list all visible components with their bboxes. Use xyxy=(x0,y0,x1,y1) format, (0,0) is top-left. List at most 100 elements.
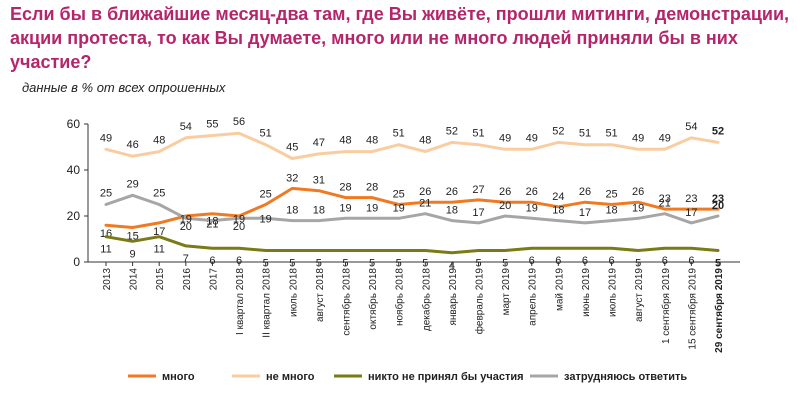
data-label: 25 xyxy=(153,188,165,200)
data-label: 25 xyxy=(260,189,272,201)
data-label: 25 xyxy=(100,188,112,200)
y-tick-label: 60 xyxy=(67,117,81,131)
legend-label: затрудняюсь ответить xyxy=(564,371,687,383)
data-label: 26 xyxy=(446,186,458,198)
data-label: 20 xyxy=(712,200,724,212)
data-label: 5 xyxy=(715,258,721,270)
x-tick-label: август 2018 xyxy=(315,268,326,322)
x-tick-label: 1 сентября 2019 xyxy=(660,268,672,344)
data-label: 56 xyxy=(233,116,245,128)
data-label: 51 xyxy=(579,128,591,140)
data-label: 23 xyxy=(712,193,724,205)
data-label: 21 xyxy=(659,198,671,210)
data-label: 26 xyxy=(579,186,591,198)
x-tick-label: 29 сентября 2019 xyxy=(713,268,725,353)
data-label: 20 xyxy=(233,221,245,233)
x-tick-label: II квартал 2018 xyxy=(262,268,273,338)
y-tick-label: 20 xyxy=(67,209,81,223)
x-tick-label: 2013 xyxy=(102,268,113,291)
series-line xyxy=(104,131,720,160)
series-line xyxy=(104,193,720,225)
data-label: 5 xyxy=(369,258,375,270)
legend-label: не много xyxy=(266,371,315,383)
y-tick-label: 40 xyxy=(67,163,81,177)
data-label: 6 xyxy=(609,255,615,267)
data-label: 5 xyxy=(635,258,641,270)
data-label: 25 xyxy=(605,189,617,201)
data-label: 17 xyxy=(472,207,484,219)
x-tick-label: октябрь 2018 xyxy=(367,268,379,330)
data-label: 6 xyxy=(236,255,242,267)
x-tick-label: февраль 2019 xyxy=(474,268,486,335)
x-tick-label: I квартал 2018 xyxy=(235,268,246,335)
data-label: 19 xyxy=(366,202,378,214)
series-line xyxy=(104,235,720,255)
data-label: 6 xyxy=(555,255,561,267)
data-label: 25 xyxy=(393,189,405,201)
data-label: 7 xyxy=(183,253,189,265)
data-label: 49 xyxy=(632,132,644,144)
data-label: 49 xyxy=(499,132,511,144)
data-label: 26 xyxy=(632,186,644,198)
data-label: 23 xyxy=(685,193,697,205)
x-tick-label: ноябрь 2018 xyxy=(394,268,406,326)
data-label: 6 xyxy=(529,255,535,267)
x-tick-label: 2017 xyxy=(208,268,219,291)
x-tick-label: 2016 xyxy=(182,268,193,291)
chart-title: Если бы в ближайшие месяц-два там, где В… xyxy=(10,4,790,72)
data-label: 5 xyxy=(342,258,348,270)
data-label: 17 xyxy=(579,207,591,219)
data-label: 6 xyxy=(582,255,588,267)
data-label: 4 xyxy=(449,260,455,272)
y-tick-label: 0 xyxy=(73,255,80,269)
data-label: 21 xyxy=(419,198,431,210)
data-label: 19 xyxy=(233,213,245,225)
data-label: 26 xyxy=(499,186,511,198)
data-label: 47 xyxy=(313,137,325,149)
data-label: 20 xyxy=(499,200,511,212)
x-tick-label: декабрь 2018 xyxy=(420,268,432,332)
data-label: 48 xyxy=(366,135,378,147)
data-label: 20 xyxy=(180,221,192,233)
x-tick-label: август 2019 xyxy=(634,268,645,322)
data-label: 6 xyxy=(688,255,694,267)
data-label: 19 xyxy=(260,213,272,225)
data-label: 5 xyxy=(422,258,428,270)
data-label: 46 xyxy=(126,139,138,151)
data-label: 48 xyxy=(153,135,165,147)
x-tick-label: март 2019 xyxy=(501,268,512,316)
data-label: 18 xyxy=(206,216,218,228)
chart-subtitle: данные в % от всех опрошенных xyxy=(22,80,226,95)
data-label: 31 xyxy=(313,175,325,187)
data-label: 5 xyxy=(263,258,269,270)
legend-label: много xyxy=(162,371,195,383)
series-line xyxy=(104,186,720,229)
x-tick-label: 15 сентября 2019 xyxy=(686,268,698,350)
data-label: 26 xyxy=(419,186,431,198)
data-label: 5 xyxy=(316,258,322,270)
data-label: 29 xyxy=(126,178,138,190)
x-tick-label: сентябрь 2018 xyxy=(340,268,352,336)
legend-label: никто не принял бы участия xyxy=(368,371,524,383)
data-label: 5 xyxy=(475,258,481,270)
data-label: 52 xyxy=(712,125,724,137)
data-label: 18 xyxy=(605,205,617,217)
data-label: 23 xyxy=(659,193,671,205)
data-label: 52 xyxy=(446,125,458,137)
data-label: 51 xyxy=(393,128,405,140)
data-label: 45 xyxy=(286,142,298,154)
data-label: 51 xyxy=(605,128,617,140)
data-label: 19 xyxy=(526,202,538,214)
data-label: 24 xyxy=(552,191,564,203)
x-tick-label: 2015 xyxy=(155,268,166,291)
x-tick-label: июль 2018 xyxy=(288,268,299,317)
x-tick-label: январь 2019 xyxy=(448,268,459,326)
data-label: 19 xyxy=(393,202,405,214)
data-label: 18 xyxy=(286,205,298,217)
data-label: 18 xyxy=(446,205,458,217)
data-label: 5 xyxy=(289,258,295,270)
data-label: 19 xyxy=(180,213,192,225)
data-label: 17 xyxy=(153,226,165,238)
data-label: 49 xyxy=(100,132,112,144)
